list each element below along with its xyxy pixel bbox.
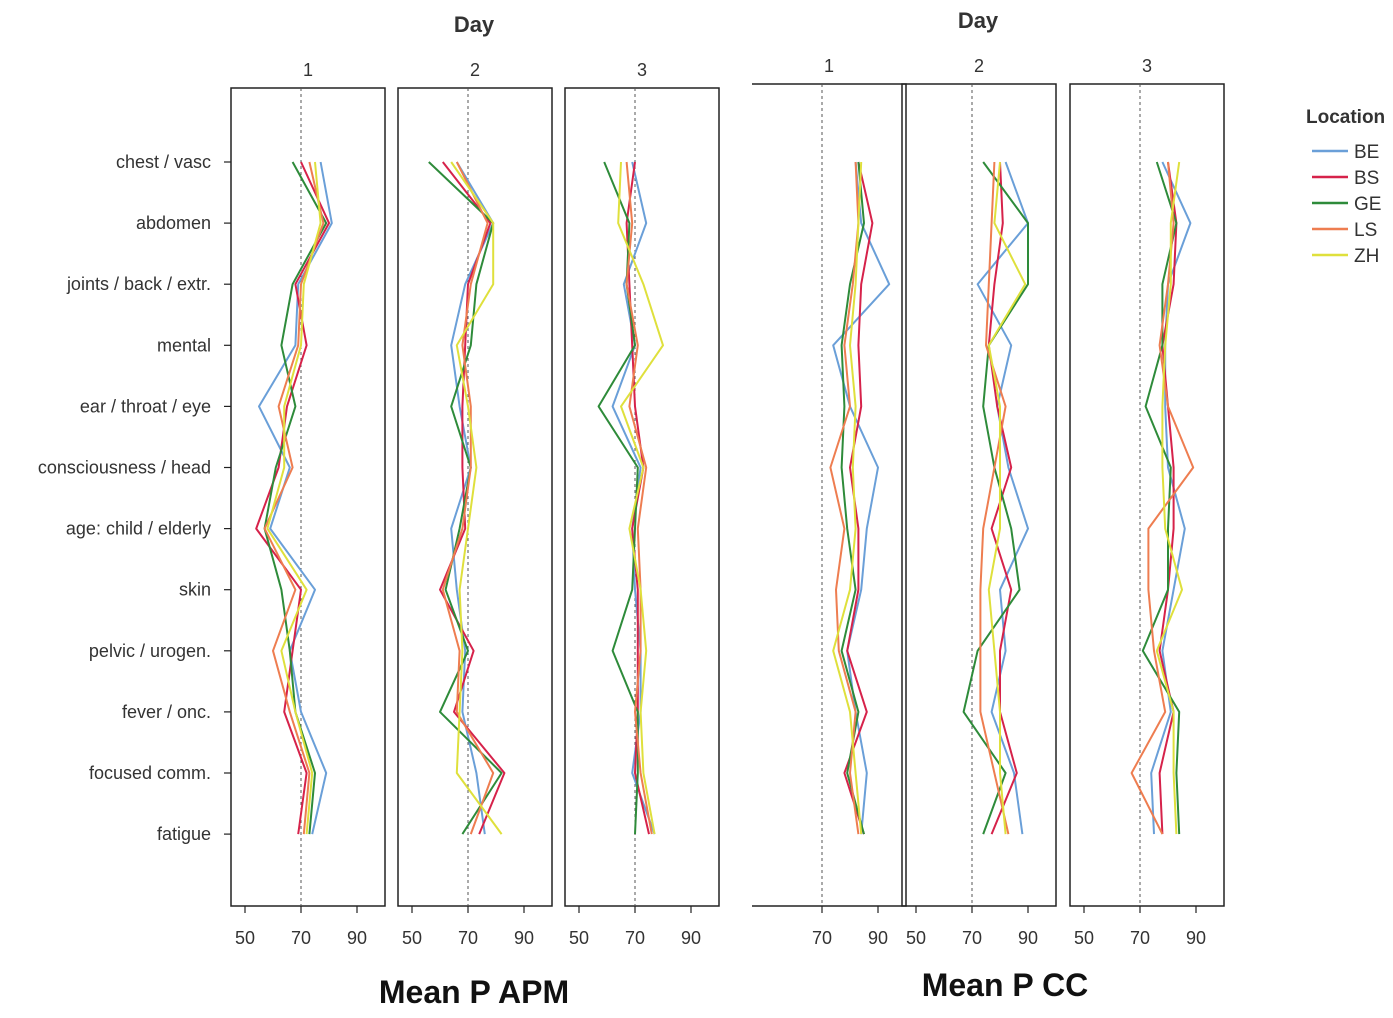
- series-line-zh: [266, 161, 322, 835]
- group-title: Mean P CC: [922, 967, 1089, 1003]
- y-tick-label: chest / vasc: [116, 152, 211, 172]
- x-tick-label: 50: [569, 928, 589, 948]
- panel-day-label: 1: [303, 60, 313, 80]
- series-line-ge: [962, 161, 1029, 835]
- series-line-ls: [625, 161, 653, 835]
- legend-label-ge: GE: [1354, 194, 1381, 215]
- legend-label-zh: ZH: [1354, 246, 1379, 267]
- y-tick-label: consciousness / head: [38, 458, 211, 478]
- strip-title-day: Day: [454, 12, 495, 37]
- series-line-bs: [1158, 161, 1178, 835]
- series-line-ge: [428, 161, 503, 835]
- series-line-ls: [829, 161, 860, 835]
- series-line-zh: [832, 161, 863, 835]
- series-line-zh: [617, 161, 664, 835]
- panel-day-label: 2: [470, 60, 480, 80]
- series-line-zh: [1155, 161, 1183, 835]
- series-lines: [255, 161, 1195, 835]
- y-tick-label: joints / back / extr.: [66, 274, 211, 294]
- series-line-bs: [843, 161, 874, 835]
- x-tick-label: 70: [812, 928, 832, 948]
- y-tick-label: fatigue: [157, 824, 211, 844]
- axes: [224, 161, 1197, 913]
- y-tick-label: focused comm.: [89, 763, 211, 783]
- x-tick-label: 90: [868, 928, 888, 948]
- panel-day-label: 3: [1142, 56, 1152, 76]
- x-tick-label: 50: [235, 928, 255, 948]
- series-line-zh: [450, 161, 503, 835]
- panel-frame: [564, 87, 720, 907]
- strip-title-day: Day: [958, 8, 999, 33]
- x-tick-label: 70: [1130, 928, 1150, 948]
- y-tick-label: mental: [157, 335, 211, 355]
- reference-lines: [300, 84, 1141, 906]
- series-line-ge: [840, 161, 865, 835]
- y-tick-label: skin: [179, 580, 211, 600]
- panel-frame: [230, 87, 386, 907]
- labels: Day Mean P APM 1 50 70 90 chest / vasc abdomen j…: [38, 8, 1206, 1010]
- y-tick-label: pelvic / urogen.: [89, 641, 211, 661]
- x-tick-label: 90: [681, 928, 701, 948]
- series-line-be: [976, 161, 1029, 835]
- x-tick-label: 90: [347, 928, 367, 948]
- legend-label-be: BE: [1354, 142, 1379, 163]
- x-tick-label: 90: [1018, 928, 1038, 948]
- series-line-be: [450, 161, 495, 835]
- series-line-ls: [979, 161, 1010, 835]
- panel-frame: [752, 83, 907, 907]
- x-tick-label: 70: [962, 928, 982, 948]
- x-tick-label: 50: [402, 928, 422, 948]
- series-line-bs: [987, 161, 1018, 835]
- x-tick-label: 50: [1074, 928, 1094, 948]
- panel-day-label: 3: [637, 60, 647, 80]
- y-tick-label: ear / throat / eye: [80, 396, 211, 416]
- y-tick-label: age: child / elderly: [66, 519, 211, 539]
- series-line-ge: [263, 161, 328, 835]
- panel-frame: [901, 83, 1057, 907]
- x-tick-label: 70: [458, 928, 478, 948]
- y-tick-label: abdomen: [136, 213, 211, 233]
- group-title: Mean P APM: [379, 974, 569, 1010]
- panel-frames: [230, 83, 1225, 907]
- legend-label-ls: LS: [1354, 220, 1377, 241]
- series-line-bs: [255, 161, 330, 835]
- x-tick-label: 90: [1186, 928, 1206, 948]
- x-tick-label: 50: [906, 928, 926, 948]
- legend-label-bs: BS: [1354, 168, 1379, 189]
- series-line-ls: [263, 161, 325, 835]
- series-line-be: [832, 161, 891, 835]
- panel-day-label: 2: [974, 56, 984, 76]
- x-tick-label: 90: [514, 928, 534, 948]
- x-tick-label: 70: [291, 928, 311, 948]
- series-line-ls: [1130, 161, 1195, 835]
- legend-title: Location: [1306, 107, 1385, 128]
- legend: Location BE BS GE LS ZH: [1306, 107, 1385, 267]
- series-line-zh: [987, 161, 1027, 835]
- panel-day-label: 1: [824, 56, 834, 76]
- panel-frame: [397, 87, 553, 907]
- series-line-ls: [441, 161, 495, 835]
- series-line-ge: [1141, 161, 1181, 835]
- y-tick-label: fever / onc.: [122, 702, 211, 722]
- panel-frame: [1069, 83, 1225, 907]
- x-tick-label: 70: [625, 928, 645, 948]
